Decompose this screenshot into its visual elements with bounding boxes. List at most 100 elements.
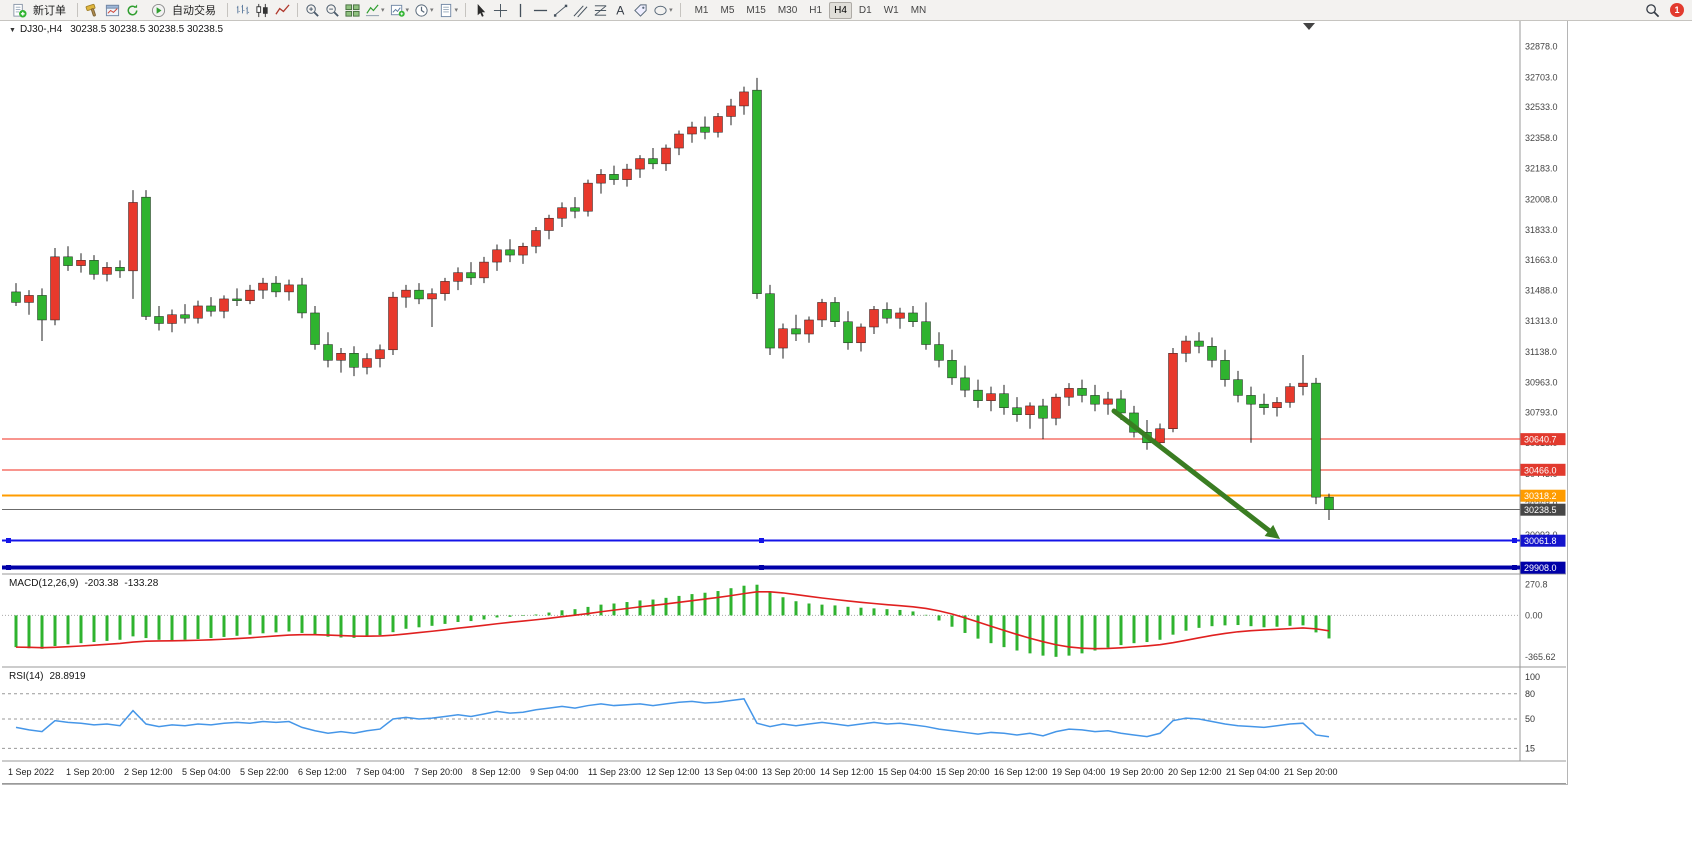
timeframe-button-H4[interactable]: H4: [829, 1, 852, 19]
new-order-icon: [10, 1, 29, 19]
autotrade-label: 自动交易: [172, 5, 216, 17]
timeframe-button-M15[interactable]: M15: [746, 4, 766, 16]
svg-text:80: 80: [1525, 689, 1535, 699]
svg-text:14 Sep 12:00: 14 Sep 12:00: [820, 767, 874, 777]
zoom-out-icon[interactable]: [323, 1, 342, 19]
svg-text:30238.5: 30238.5: [1524, 505, 1557, 515]
svg-text:32008.0: 32008.0: [1525, 194, 1558, 204]
chart-window[interactable]: 32878.0 32703.0 32533.0 32358.0 32183.0 32008…: [2, 21, 1568, 785]
svg-text:8 Sep 12:00: 8 Sep 12:00: [472, 767, 521, 777]
fibonacci-icon[interactable]: [591, 1, 610, 19]
svg-text:-365.62: -365.62: [1525, 652, 1556, 662]
svg-text:9 Sep 04:00: 9 Sep 04:00: [530, 767, 579, 777]
svg-text:100: 100: [1525, 672, 1540, 682]
svg-text:30793.0: 30793.0: [1525, 407, 1558, 417]
horizontal-level-lines[interactable]: [2, 438, 1520, 571]
toolbar-separator: [227, 3, 228, 17]
svg-text:6 Sep 12:00: 6 Sep 12:00: [298, 767, 347, 777]
svg-text:5 Sep 04:00: 5 Sep 04:00: [182, 767, 231, 777]
svg-text:32183.0: 32183.0: [1525, 164, 1558, 174]
search-icon[interactable]: [1643, 1, 1662, 19]
timeframe-button-M30[interactable]: M30: [777, 4, 798, 16]
refresh-icon[interactable]: [123, 1, 142, 19]
line-handle[interactable]: [6, 538, 11, 544]
text-tool-icon[interactable]: A: [611, 1, 630, 19]
zoom-in-icon[interactable]: [303, 1, 322, 19]
svg-text:15 Sep 04:00: 15 Sep 04:00: [878, 767, 932, 777]
toolbar-separator: [77, 3, 78, 17]
new-chart-icon[interactable]: ▾: [388, 1, 412, 19]
svg-text:A: A: [616, 3, 625, 17]
svg-text:15: 15: [1525, 743, 1535, 753]
trend-arrow[interactable]: [1111, 408, 1280, 539]
rsi-pane: 100 80 50 15: [2, 672, 1540, 753]
crosshair-icon[interactable]: [491, 1, 510, 19]
svg-text:11 Sep 23:00: 11 Sep 23:00: [588, 767, 641, 777]
candlestick-chart-icon[interactable]: [253, 1, 272, 19]
svg-text:32533.0: 32533.0: [1525, 102, 1558, 112]
svg-text:19 Sep 04:00: 19 Sep 04:00: [1052, 767, 1106, 777]
toolbar-separator: [679, 3, 681, 17]
tile-windows-icon[interactable]: [343, 1, 362, 19]
shift-marker-icon: [1303, 23, 1315, 30]
chart-title: ▼ DJ30-,H4 30238.5 30238.5 30238.5 30238.5: [9, 24, 223, 35]
tester-window-icon[interactable]: [103, 1, 122, 19]
autotrade-button[interactable]: 自动交易: [143, 1, 222, 19]
channel-icon[interactable]: [571, 1, 590, 19]
timeframe-button-W1[interactable]: W1: [883, 4, 899, 16]
chevron-down-icon: ▾: [669, 7, 673, 14]
svg-text:31138.0: 31138.0: [1525, 347, 1557, 357]
autotrade-play-icon: [149, 1, 168, 19]
cursor-icon[interactable]: [471, 1, 490, 19]
new-order-button[interactable]: 新订单: [4, 1, 72, 19]
main-toolbar: 新订单 自动交易 ▾ ▾ ▾ ▾ A ▾ M1 M5 M15 M30 H1 H4 D1 W1 M…: [0, 0, 1692, 21]
shapes-tool-icon[interactable]: ▾: [651, 1, 675, 19]
indicators-icon[interactable]: ▾: [363, 1, 387, 19]
template-icon[interactable]: ▾: [437, 1, 461, 19]
svg-text:21 Sep 04:00: 21 Sep 04:00: [1226, 767, 1280, 777]
chart-plot-background: [2, 21, 1566, 784]
rsi-indicator-label: RSI(14) 28.8919: [9, 671, 92, 682]
chart-symbol-period: DJ30-,H4: [19, 24, 63, 35]
line-handle[interactable]: [759, 565, 764, 571]
timeframe-button-D1[interactable]: D1: [858, 4, 872, 16]
line-handle[interactable]: [6, 565, 11, 571]
timeframe-button-MN[interactable]: MN: [910, 4, 927, 16]
collapse-arrow-icon[interactable]: ▼: [9, 27, 16, 34]
line-handle[interactable]: [759, 538, 764, 544]
rsi-value: 28.8919: [49, 671, 86, 682]
label-tool-icon[interactable]: [631, 1, 650, 19]
timeframe-button-H1[interactable]: H1: [809, 4, 823, 16]
clock-icon[interactable]: ▾: [412, 1, 436, 19]
svg-text:50: 50: [1525, 714, 1535, 724]
svg-text:2 Sep 12:00: 2 Sep 12:00: [124, 767, 173, 777]
vertical-line-icon[interactable]: [511, 1, 530, 19]
chart-ohlc-values: 30238.5 30238.5 30238.5 30238.5: [70, 24, 224, 35]
chart-canvas[interactable]: 32878.0 32703.0 32533.0 32358.0 32183.0 32008…: [2, 21, 1568, 785]
line-handle[interactable]: [1512, 565, 1517, 571]
macd-indicator-label: MACD(12,26,9) -203.38 -133.28: [9, 578, 164, 589]
candlesticks: [11, 77, 1334, 520]
strategy-hammer-icon[interactable]: [83, 1, 102, 19]
svg-text:270.8: 270.8: [1525, 580, 1548, 590]
svg-text:31833.0: 31833.0: [1525, 225, 1558, 235]
svg-text:12 Sep 12:00: 12 Sep 12:00: [646, 767, 700, 777]
svg-text:7 Sep 04:00: 7 Sep 04:00: [356, 767, 405, 777]
svg-text:30318.2: 30318.2: [1524, 491, 1557, 501]
svg-text:32358.0: 32358.0: [1525, 133, 1558, 143]
trendline-icon[interactable]: [551, 1, 570, 19]
svg-text:20 Sep 12:00: 20 Sep 12:00: [1168, 767, 1222, 777]
svg-text:31488.0: 31488.0: [1525, 286, 1558, 296]
horizontal-line-icon[interactable]: [531, 1, 550, 19]
bar-chart-icon[interactable]: [233, 1, 252, 19]
notification-badge[interactable]: 1: [1670, 3, 1684, 17]
toolbar-separator: [297, 3, 298, 17]
timeframe-button-M1[interactable]: M1: [694, 4, 709, 16]
svg-text:15 Sep 20:00: 15 Sep 20:00: [936, 767, 990, 777]
timeframe-toolbar: M1 M5 M15 M30 H1 H4 D1 W1 MN: [690, 1, 932, 19]
svg-text:30466.0: 30466.0: [1524, 465, 1557, 475]
line-chart-icon[interactable]: [273, 1, 292, 19]
timeframe-button-M5[interactable]: M5: [720, 4, 735, 16]
line-handle[interactable]: [1512, 538, 1517, 544]
svg-text:1 Sep 2022: 1 Sep 2022: [8, 767, 54, 777]
